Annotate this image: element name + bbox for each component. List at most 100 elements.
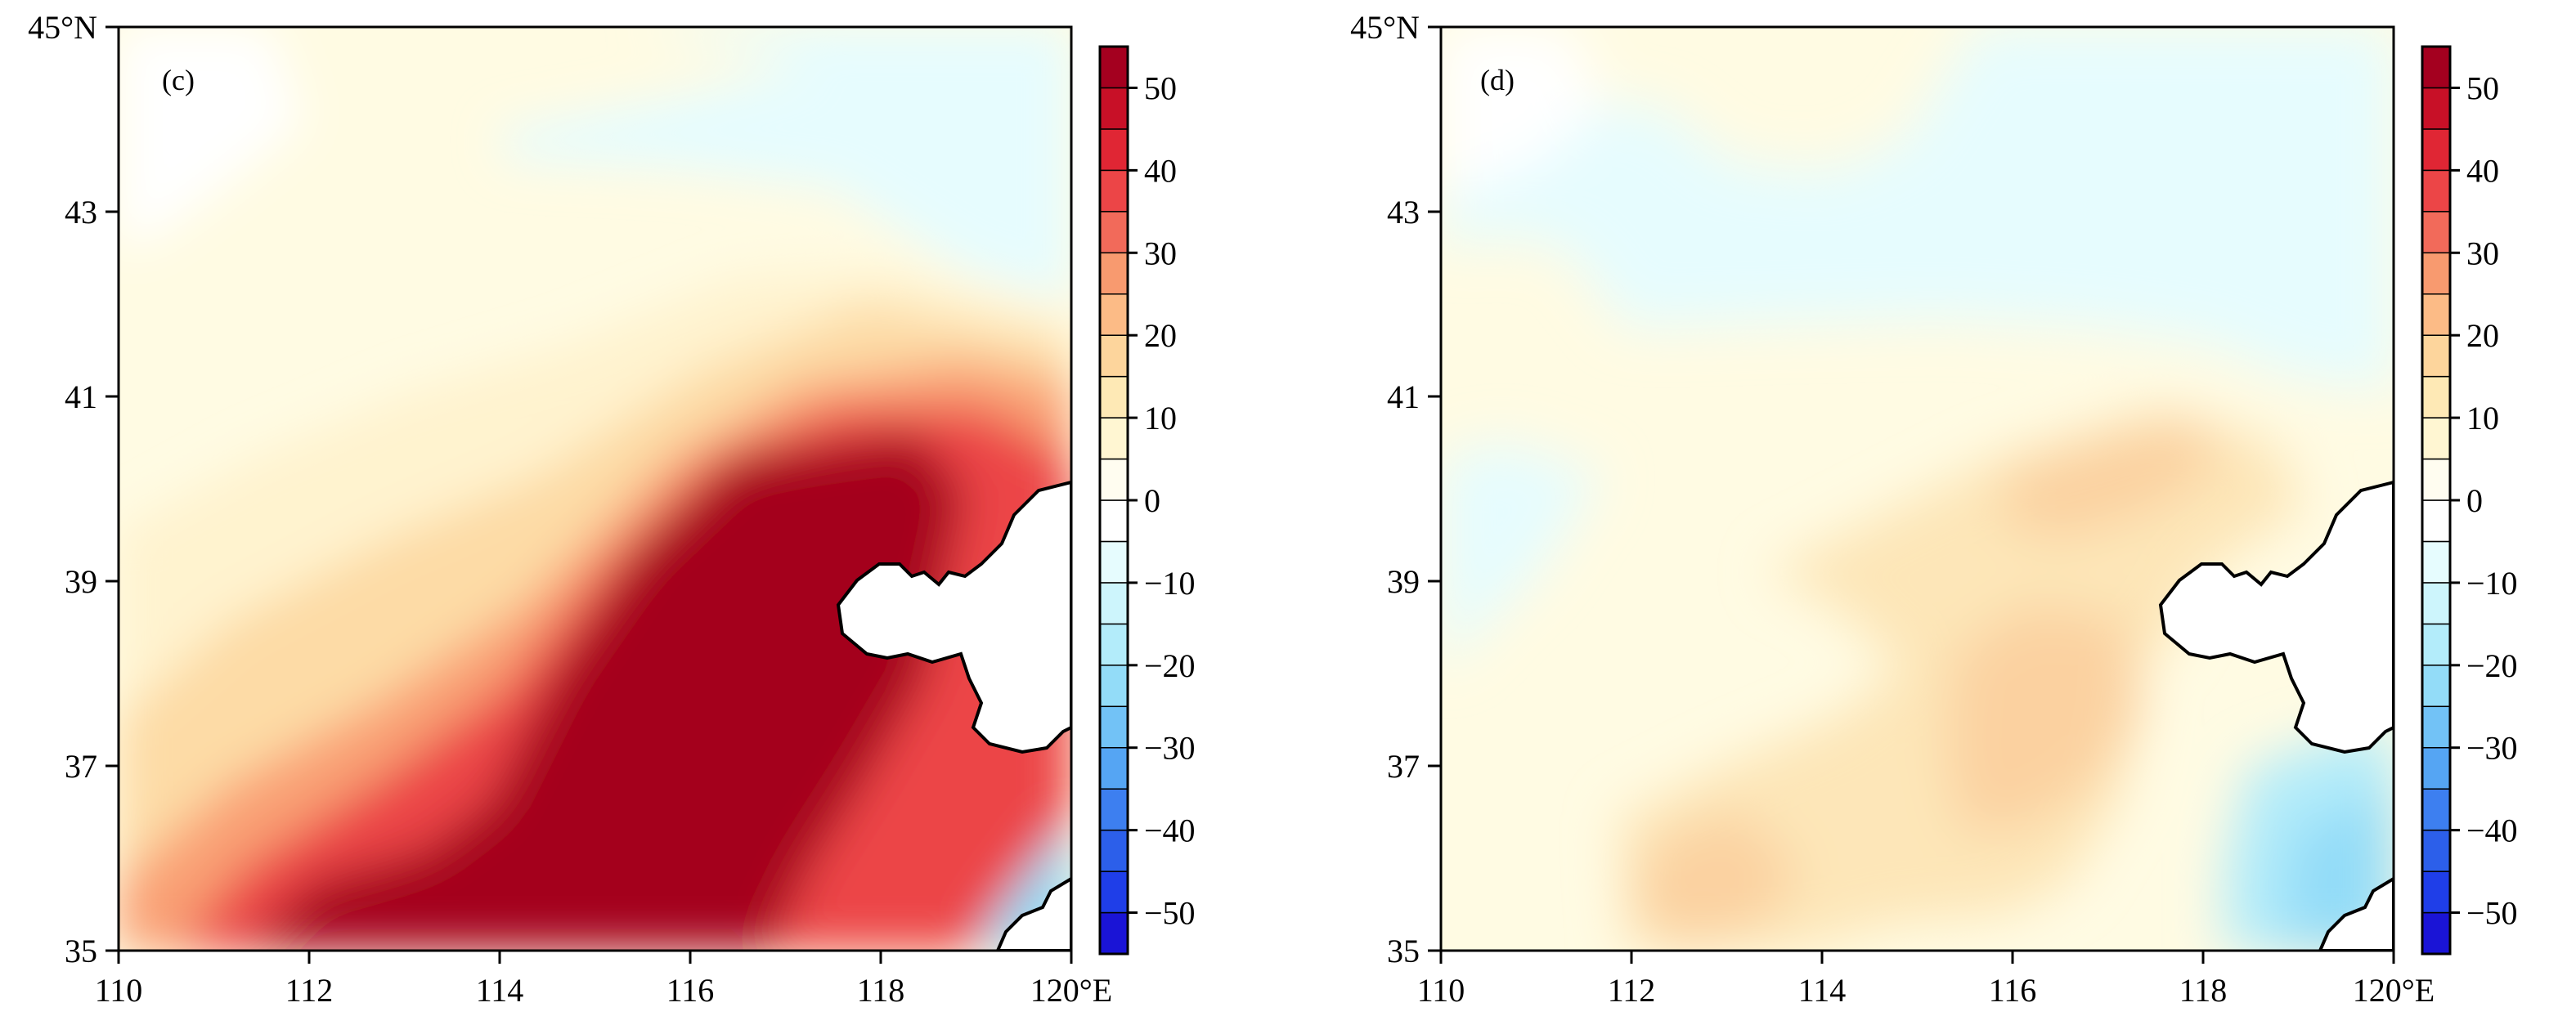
- colorbar-label-c: 0: [1144, 482, 1160, 519]
- y-tick-label-d: 45°N: [1350, 9, 1420, 46]
- colorbar-d: −50 −40 −30 −20 −10 0 10 20 30 40 50: [2421, 45, 2518, 956]
- colorbar-label-c: −30: [1144, 730, 1196, 767]
- colorbar-segment-c: [1099, 788, 1129, 831]
- field-band-50-c: [245, 433, 965, 951]
- colorbar-segment-d: [2421, 375, 2451, 419]
- colorbar-segment-c: [1099, 211, 1129, 254]
- x-tick-label-d: 110: [1417, 972, 1465, 1009]
- colorbar-segment-c: [1099, 746, 1129, 790]
- plot-frame-c: [117, 25, 1073, 952]
- colorbar-label-d: −50: [2466, 895, 2518, 932]
- colorbar-segment-c: [1099, 540, 1129, 584]
- colorbar-label-c: 50: [1144, 69, 1177, 106]
- colorbar-segment-c: [1099, 46, 1129, 89]
- land-mask-southeast-d: [2318, 876, 2394, 951]
- colorbar-label-d: 10: [2466, 400, 2499, 436]
- colorbar-segment-c: [1099, 293, 1129, 336]
- x-tick-label-c: 112: [285, 972, 334, 1009]
- colorbar-segment-c: [1099, 871, 1129, 914]
- field-band-cyan-west-d: [1441, 441, 1603, 670]
- x-tick-label-d: 114: [1798, 972, 1847, 1009]
- x-tick-label-c: 110: [95, 972, 143, 1009]
- colorbar-label-d: 40: [2466, 152, 2499, 189]
- colorbar-segment-d: [2421, 293, 2451, 336]
- y-tick-label-d: 37: [1387, 748, 1420, 785]
- colorbar-segment-d: [2421, 623, 2451, 666]
- field-band-light-cyan-c: [499, 27, 1071, 302]
- colorbar-segment-d: [2421, 746, 2451, 790]
- colorbar-label-c: −20: [1144, 647, 1196, 684]
- field-band-20b-d: [1946, 605, 2143, 834]
- y-tick-label-d: 43: [1387, 194, 1420, 231]
- colorbar-segment-c: [1099, 911, 1129, 955]
- colorbar-segment-d: [2421, 458, 2451, 501]
- x-tick-label-c: 114: [476, 972, 524, 1009]
- colorbar-segment-d: [2421, 169, 2451, 213]
- y-tick-label-c: 43: [65, 194, 97, 231]
- colorbar-segment-d: [2421, 582, 2451, 625]
- land-mask-southeast-c: [995, 876, 1071, 951]
- colorbar-segment-c: [1099, 499, 1129, 543]
- y-tick-label-c: 35: [65, 933, 97, 969]
- colorbar-segment-d: [2421, 334, 2451, 378]
- x-tick-label-c: 120°E: [1030, 972, 1112, 1009]
- colorbar-segment-d: [2421, 871, 2451, 914]
- colorbar-label-c: −50: [1144, 895, 1196, 932]
- plot-frame-d: [1439, 25, 2395, 952]
- colorbar-label-c: −40: [1144, 812, 1196, 849]
- colorbar-label-c: 40: [1144, 152, 1177, 189]
- colorbar-c: −50 −40 −30 −20 −10 0 10 20 30 40 50: [1098, 45, 1196, 956]
- colorbar-segment-d: [2421, 705, 2451, 749]
- colorbar-segment-d: [2421, 540, 2451, 584]
- colorbar-segment-d: [2421, 87, 2451, 130]
- colorbar-segment-d: [2421, 417, 2451, 460]
- colorbar-segment-d: [2421, 499, 2451, 543]
- field-band-20c-d: [1636, 809, 1799, 948]
- colorbar-segment-c: [1099, 128, 1129, 172]
- axis-ticks-d: 110 112 114 116 118 120°E 35 37 39 41 43 45°N: [1350, 9, 2435, 1009]
- panel-label-c: (c): [162, 64, 195, 96]
- colorbar-label-c: 10: [1144, 400, 1177, 436]
- x-tick-label-c: 116: [666, 972, 715, 1009]
- colorbar-segment-c: [1099, 705, 1129, 749]
- colorbar-segment-c: [1099, 87, 1129, 130]
- field-band-cyan-north-d: [1441, 27, 2394, 392]
- colorbar-label-d: 30: [2466, 235, 2499, 271]
- colorbar-segment-d: [2421, 665, 2451, 708]
- colorbar-segment-d: [2421, 788, 2451, 831]
- colorbar-label-c: 20: [1144, 317, 1177, 354]
- field-band-20-d: [2004, 417, 2224, 539]
- colorbar-segment-d: [2421, 128, 2451, 172]
- colorbar-segment-c: [1099, 582, 1129, 625]
- y-tick-label-d: 39: [1387, 563, 1420, 600]
- colorbar-label-d: 50: [2466, 69, 2499, 106]
- colorbar-segment-c: [1099, 665, 1129, 708]
- x-tick-label-d: 112: [1608, 972, 1656, 1009]
- colorbar-label-d: 20: [2466, 317, 2499, 354]
- colorbar-segment-d: [2421, 252, 2451, 295]
- colorbar-label-d: −10: [2466, 565, 2518, 602]
- colorbar-label-c: −10: [1144, 565, 1196, 602]
- colorbar-segment-c: [1099, 252, 1129, 295]
- colorbar-label-c: 30: [1144, 235, 1177, 271]
- colorbar-label-d: 0: [2466, 482, 2483, 519]
- colorbar-segment-d: [2421, 829, 2451, 872]
- axis-ticks-c: 110 112 114 116 118 120°E 35 37 39 41 43 45°N: [28, 9, 1112, 1009]
- colorbar-label-d: −40: [2466, 812, 2518, 849]
- x-tick-label-c: 118: [857, 972, 905, 1009]
- y-tick-label-d: 41: [1387, 378, 1420, 415]
- colorbar-segment-c: [1099, 417, 1129, 460]
- field-band-white-north-d: [1441, 27, 1603, 196]
- land-mask-bohai-d: [2158, 480, 2394, 754]
- colorbar-segment-c: [1099, 334, 1129, 378]
- land-mask-bohai-c: [836, 480, 1071, 754]
- map-panel-c: (c) 110 112 114 116 118 120°E 35 37 39 41 43 45°N −…: [28, 9, 1195, 1009]
- colorbar-segment-c: [1099, 829, 1129, 872]
- colorbar-label-d: −20: [2466, 647, 2518, 684]
- y-tick-label-c: 39: [65, 563, 97, 600]
- colorbar-segment-c: [1099, 375, 1129, 419]
- colorbar-label-d: −30: [2466, 730, 2518, 767]
- x-tick-label-d: 118: [2179, 972, 2228, 1009]
- colorbar-segment-d: [2421, 46, 2451, 89]
